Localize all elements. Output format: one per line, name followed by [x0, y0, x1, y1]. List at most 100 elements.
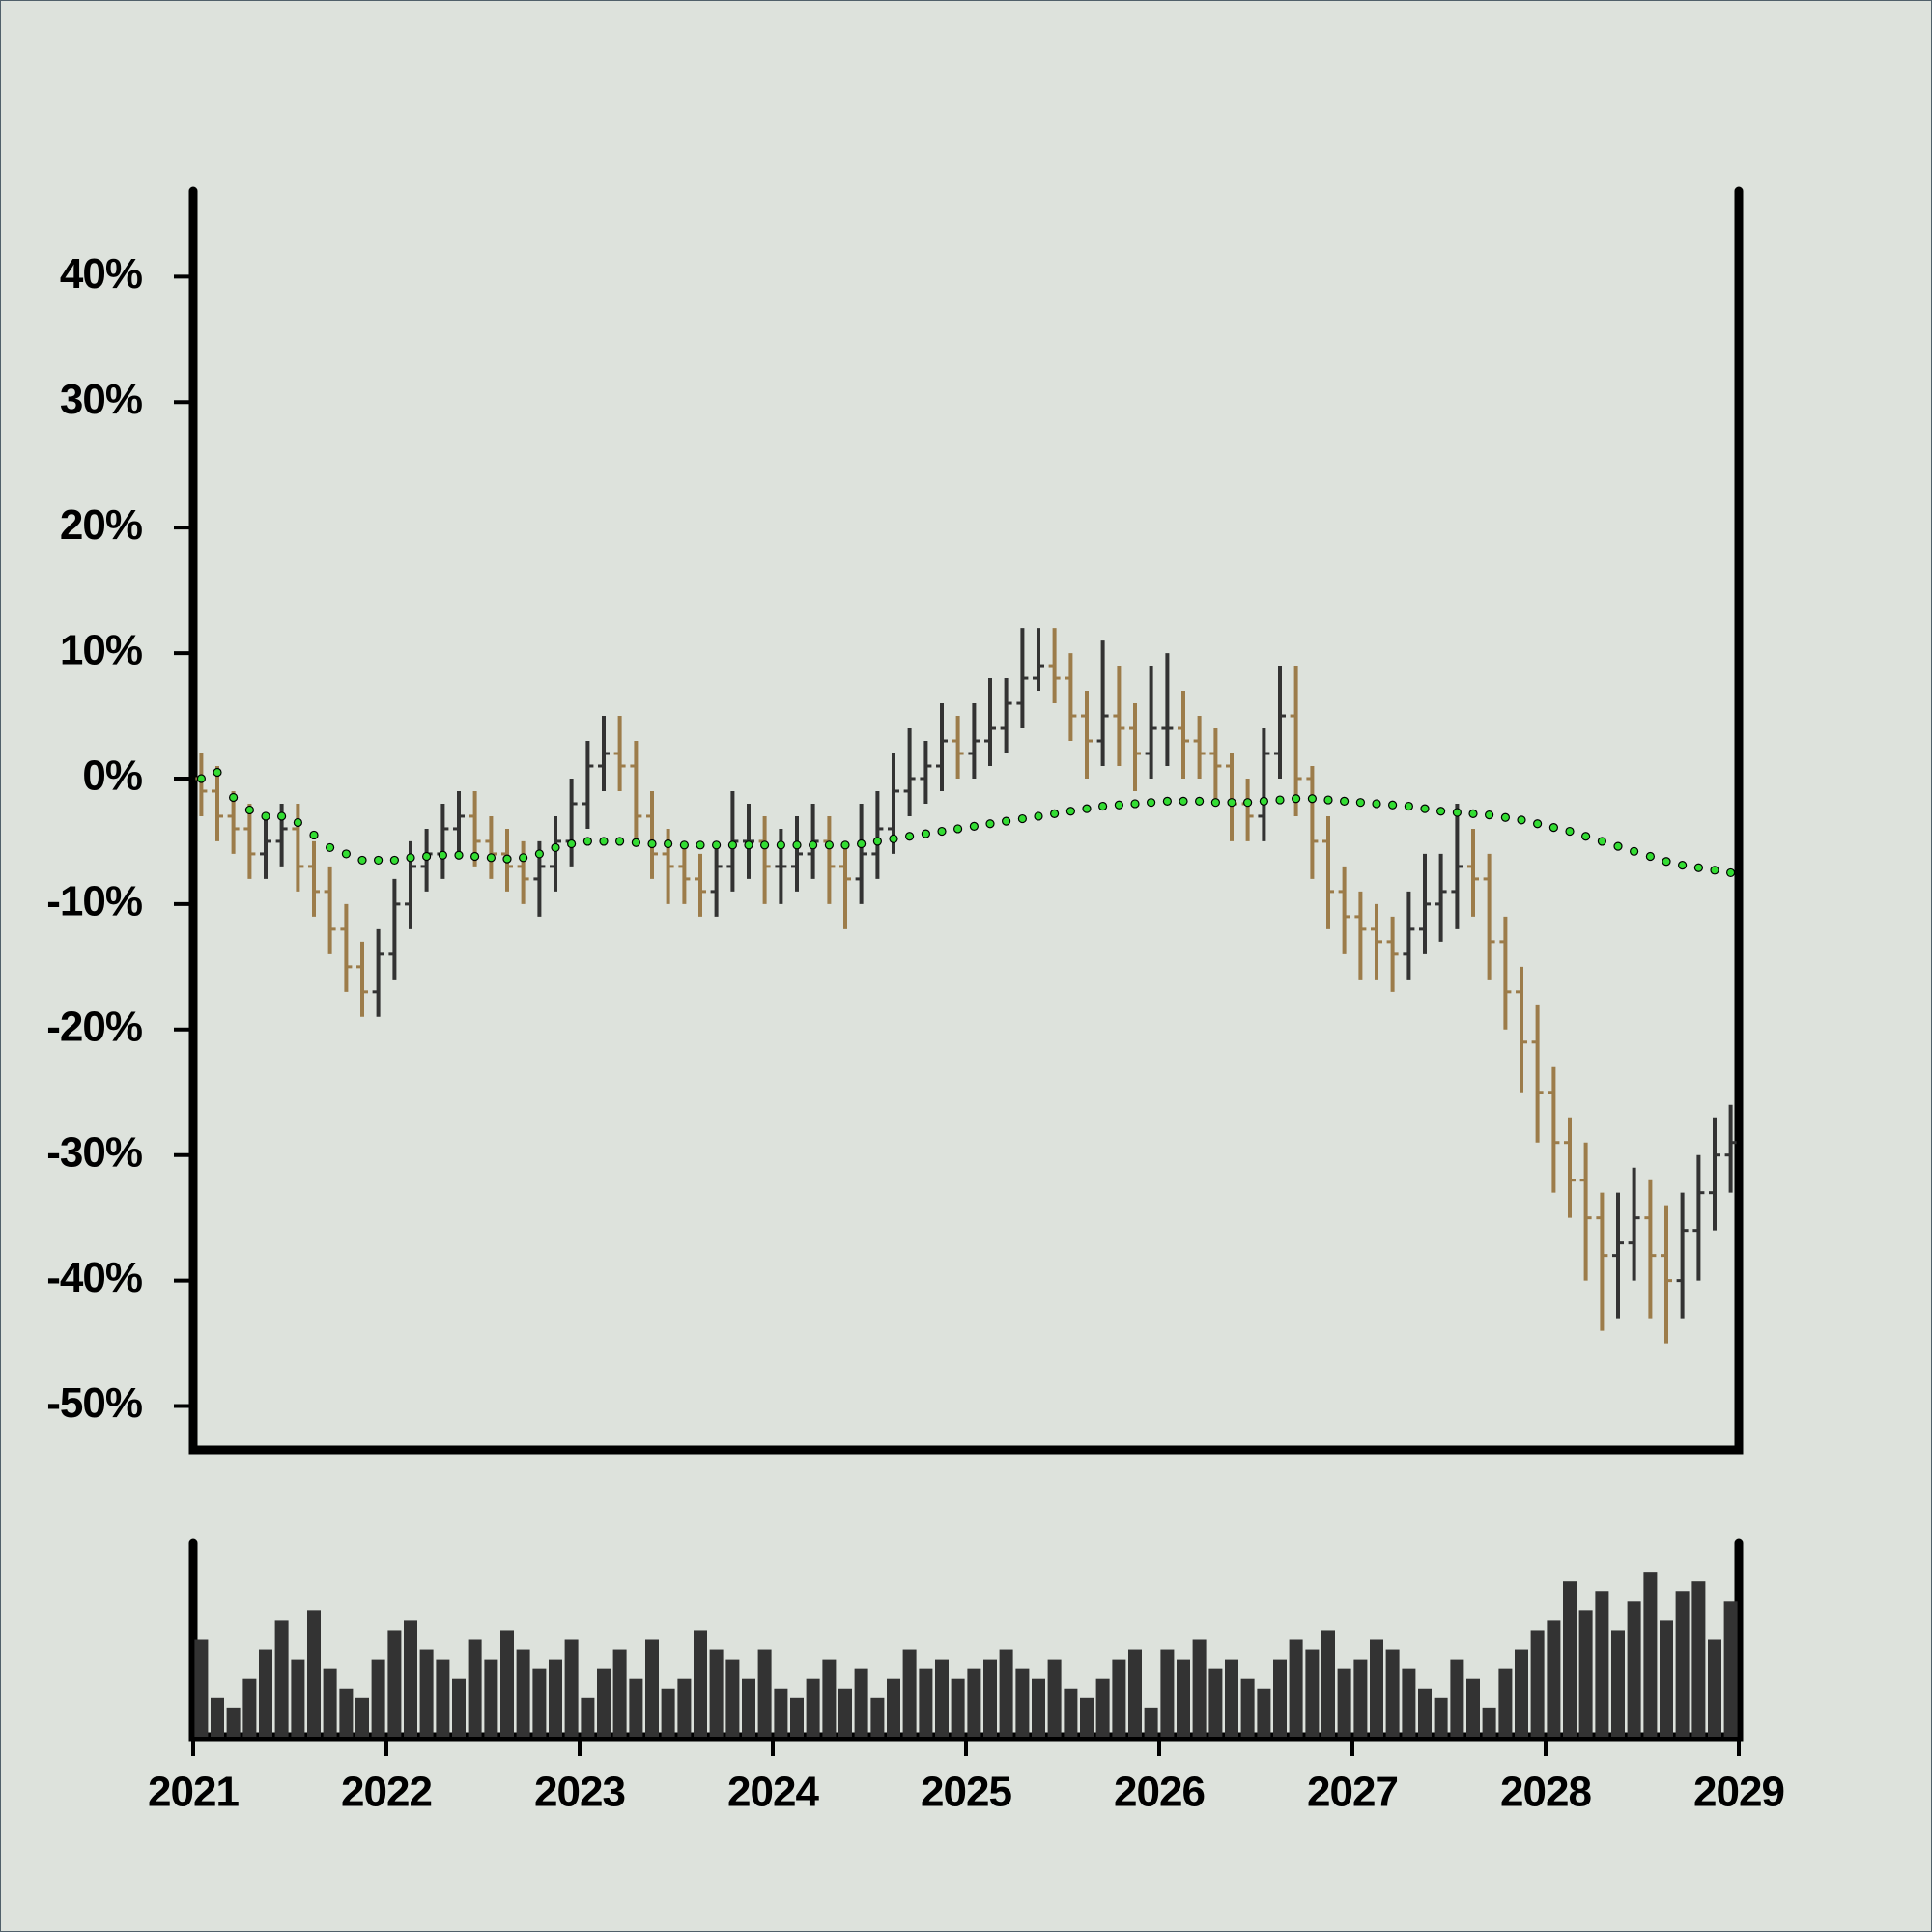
ma-dot — [1404, 801, 1414, 811]
ma-dot — [1323, 795, 1333, 805]
ma-dot — [1146, 798, 1156, 808]
volume-bar — [1095, 1678, 1110, 1737]
volume-bar — [951, 1678, 965, 1737]
ma-dot — [1532, 819, 1543, 829]
ma-dot — [341, 849, 351, 859]
ma-dot — [889, 834, 898, 843]
ma-dot — [952, 824, 963, 834]
volume-bar — [549, 1659, 562, 1737]
ma-dot — [1291, 794, 1301, 804]
ma-dot — [422, 851, 432, 862]
ma-dot — [502, 854, 512, 864]
volume-bar — [645, 1639, 659, 1737]
y-tick-label: -40% — [46, 1254, 142, 1301]
ma-dot — [261, 811, 270, 821]
volume-bar — [1208, 1668, 1223, 1737]
ma-dot — [1372, 799, 1381, 809]
ma-dot — [374, 855, 384, 866]
volume-bar — [371, 1659, 385, 1737]
ma-dot — [1034, 811, 1043, 821]
volume-bar — [387, 1630, 402, 1737]
x-tick-label: 2024 — [727, 1769, 819, 1816]
ma-dot — [454, 850, 464, 860]
volume-bar — [1466, 1678, 1480, 1737]
ma-dot — [1468, 809, 1478, 818]
ma-dot — [1662, 857, 1671, 867]
ma-dot — [277, 811, 287, 821]
volume-bar — [1177, 1659, 1190, 1737]
ma-dot — [840, 840, 850, 850]
volume-bar — [307, 1610, 321, 1737]
ma-dot — [566, 838, 577, 849]
volume-bar — [1337, 1668, 1351, 1737]
ma-dot — [1130, 799, 1140, 809]
volume-bar — [1498, 1668, 1513, 1737]
y-tick-label: 20% — [60, 501, 142, 549]
volume-bar — [291, 1659, 305, 1737]
ma-dot — [647, 838, 657, 849]
volume-bar — [1723, 1601, 1738, 1737]
ma-dot — [389, 855, 399, 866]
ma-dot — [744, 840, 753, 850]
volume-bar — [1160, 1649, 1175, 1737]
volume-bar — [242, 1678, 257, 1737]
ma-dot — [309, 830, 319, 840]
ma-dot — [1597, 837, 1607, 846]
volume-bar — [1708, 1639, 1721, 1737]
volume-bar — [516, 1649, 530, 1737]
volume-bar — [1675, 1591, 1690, 1737]
volume-bar — [1257, 1688, 1271, 1737]
ma-dot — [518, 853, 528, 863]
ma-dot — [1484, 810, 1494, 820]
ma-dot — [326, 842, 335, 853]
volume-bar — [532, 1668, 547, 1737]
ma-dot — [1613, 841, 1623, 851]
volume-bar — [612, 1649, 627, 1737]
volume-bar — [1595, 1591, 1609, 1737]
volume-bar — [677, 1678, 692, 1737]
ma-dot — [663, 838, 673, 849]
volume-bar — [1482, 1707, 1496, 1737]
ma-dot — [824, 840, 835, 850]
y-tick-label: 40% — [60, 250, 142, 298]
ma-dot — [1725, 867, 1736, 878]
ma-dot — [406, 853, 415, 863]
volume-bar — [1305, 1649, 1320, 1737]
volume-bar — [790, 1697, 804, 1737]
volume-bar — [902, 1649, 917, 1737]
volume-bar — [581, 1697, 595, 1737]
volume-bar — [355, 1697, 369, 1737]
volume-bar — [339, 1688, 354, 1737]
volume-bar — [1225, 1659, 1238, 1737]
volume-bar — [259, 1649, 272, 1737]
ma-dot — [1194, 796, 1205, 806]
volume-bar — [1064, 1688, 1078, 1737]
ma-dot — [1677, 861, 1688, 870]
ma-dot — [1017, 813, 1028, 824]
volume-bar — [1643, 1572, 1658, 1737]
volume-bar — [1240, 1678, 1255, 1737]
ma-dot — [759, 840, 770, 850]
volume-bar — [1015, 1668, 1030, 1737]
volume-bar — [1128, 1649, 1142, 1737]
volume-bar — [854, 1668, 868, 1737]
volume-bar — [838, 1688, 852, 1737]
ma-dot — [1275, 795, 1285, 805]
ma-dot — [1500, 812, 1511, 822]
volume-bar — [1691, 1581, 1706, 1737]
ma-dot — [1387, 800, 1398, 810]
x-tick-label: 2025 — [921, 1769, 1011, 1816]
volume-bar — [1434, 1697, 1448, 1737]
volume-bar — [1080, 1697, 1094, 1737]
ma-dot — [1693, 863, 1704, 872]
ma-dot — [486, 853, 496, 863]
ma-dot — [1420, 804, 1430, 813]
ma-dot — [776, 840, 786, 850]
ma-dot — [1435, 807, 1446, 816]
volume-bar — [1192, 1639, 1207, 1737]
ma-dot — [551, 842, 560, 853]
ma-dot — [1452, 808, 1463, 817]
volume-bar — [709, 1649, 724, 1737]
